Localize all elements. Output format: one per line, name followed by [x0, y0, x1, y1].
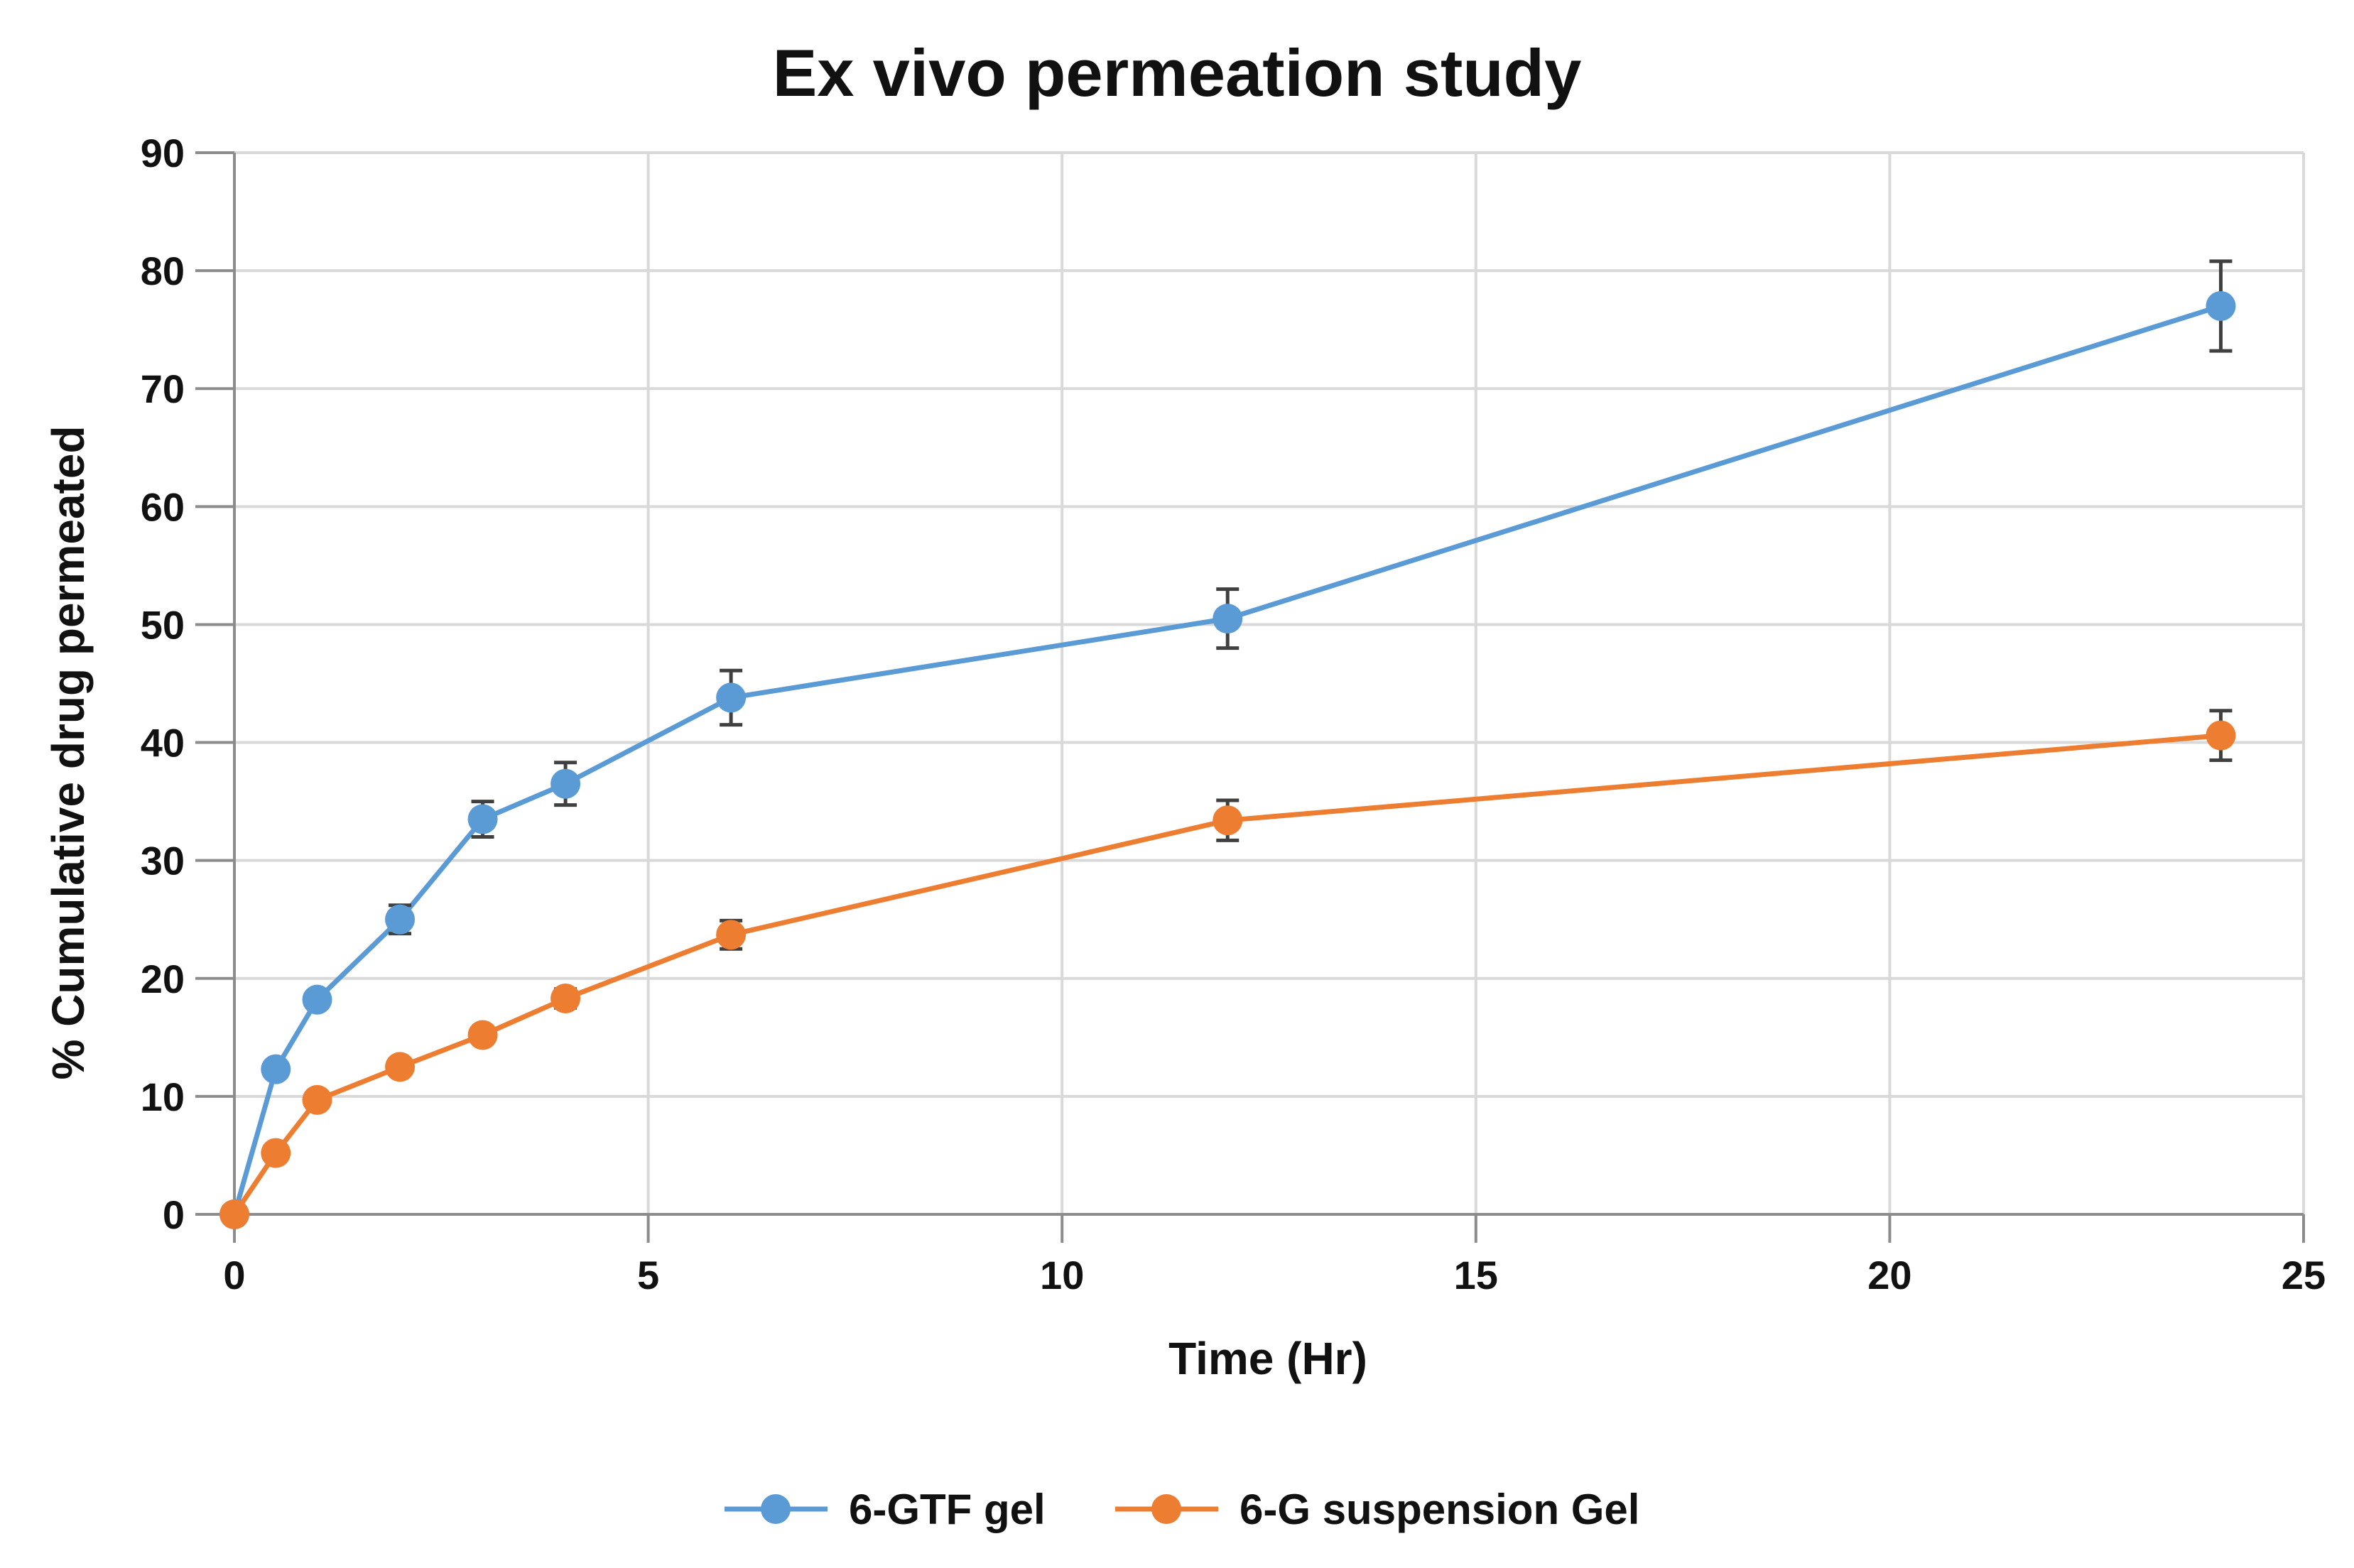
y-tick-label: 90 [141, 131, 185, 175]
data-point [261, 1138, 291, 1168]
x-tick-label: 20 [1867, 1253, 1911, 1297]
data-point [302, 1084, 332, 1115]
legend-label: 6-GTF gel [849, 1486, 1046, 1533]
data-point [1213, 805, 1243, 836]
legend-label: 6-G suspension Gel [1240, 1486, 1639, 1533]
legend-item: 6-G suspension Gel [1115, 1486, 1639, 1533]
data-point [302, 984, 332, 1015]
y-tick-label: 30 [141, 839, 185, 883]
data-point [716, 920, 747, 950]
legend-item: 6-GTF gel [725, 1486, 1046, 1533]
tick-labels: 0 10 20 30 40 50 60 70 80 90 0 5 10 15 20 25 [141, 131, 2326, 1297]
data-point [467, 804, 498, 834]
data-point [385, 904, 416, 935]
data-series [219, 259, 2236, 1229]
data-point [2206, 290, 2236, 321]
x-tick-label: 25 [2282, 1253, 2326, 1297]
y-tick-label: 70 [141, 366, 185, 411]
data-point [716, 682, 747, 713]
legend: 6-GTF gel 6-G suspension Gel [725, 1486, 1639, 1533]
y-tick-label: 10 [141, 1074, 185, 1119]
series-1 [219, 259, 2236, 1229]
data-point [385, 1052, 416, 1082]
y-tick-label: 20 [141, 957, 185, 1001]
y-tick-label: 0 [163, 1192, 185, 1237]
data-point [1213, 604, 1243, 634]
x-tick-label: 5 [637, 1253, 659, 1297]
x-tick-label: 15 [1454, 1253, 1498, 1297]
data-point [219, 1199, 249, 1229]
gridlines [234, 151, 2305, 1214]
y-axis-title: % Cumulative drug permeated [43, 425, 94, 1079]
legend-marker [1151, 1494, 1181, 1524]
y-tick-label: 80 [141, 249, 185, 293]
data-point [550, 768, 581, 799]
data-point [261, 1054, 291, 1084]
x-tick-label: 0 [223, 1253, 245, 1297]
y-tick-label: 40 [141, 721, 185, 766]
y-tick-label: 50 [141, 602, 185, 647]
x-tick-label: 10 [1040, 1253, 1084, 1297]
data-point [2206, 720, 2236, 751]
series-2 [219, 709, 2236, 1229]
data-point [467, 1020, 498, 1050]
legend-marker [761, 1494, 791, 1524]
data-point [550, 984, 581, 1014]
axes [195, 151, 2305, 1243]
x-axis-title: Time (Hr) [1168, 1333, 1367, 1384]
chart-title: Ex vivo permeation study [773, 36, 1582, 110]
y-tick-label: 60 [141, 484, 185, 529]
